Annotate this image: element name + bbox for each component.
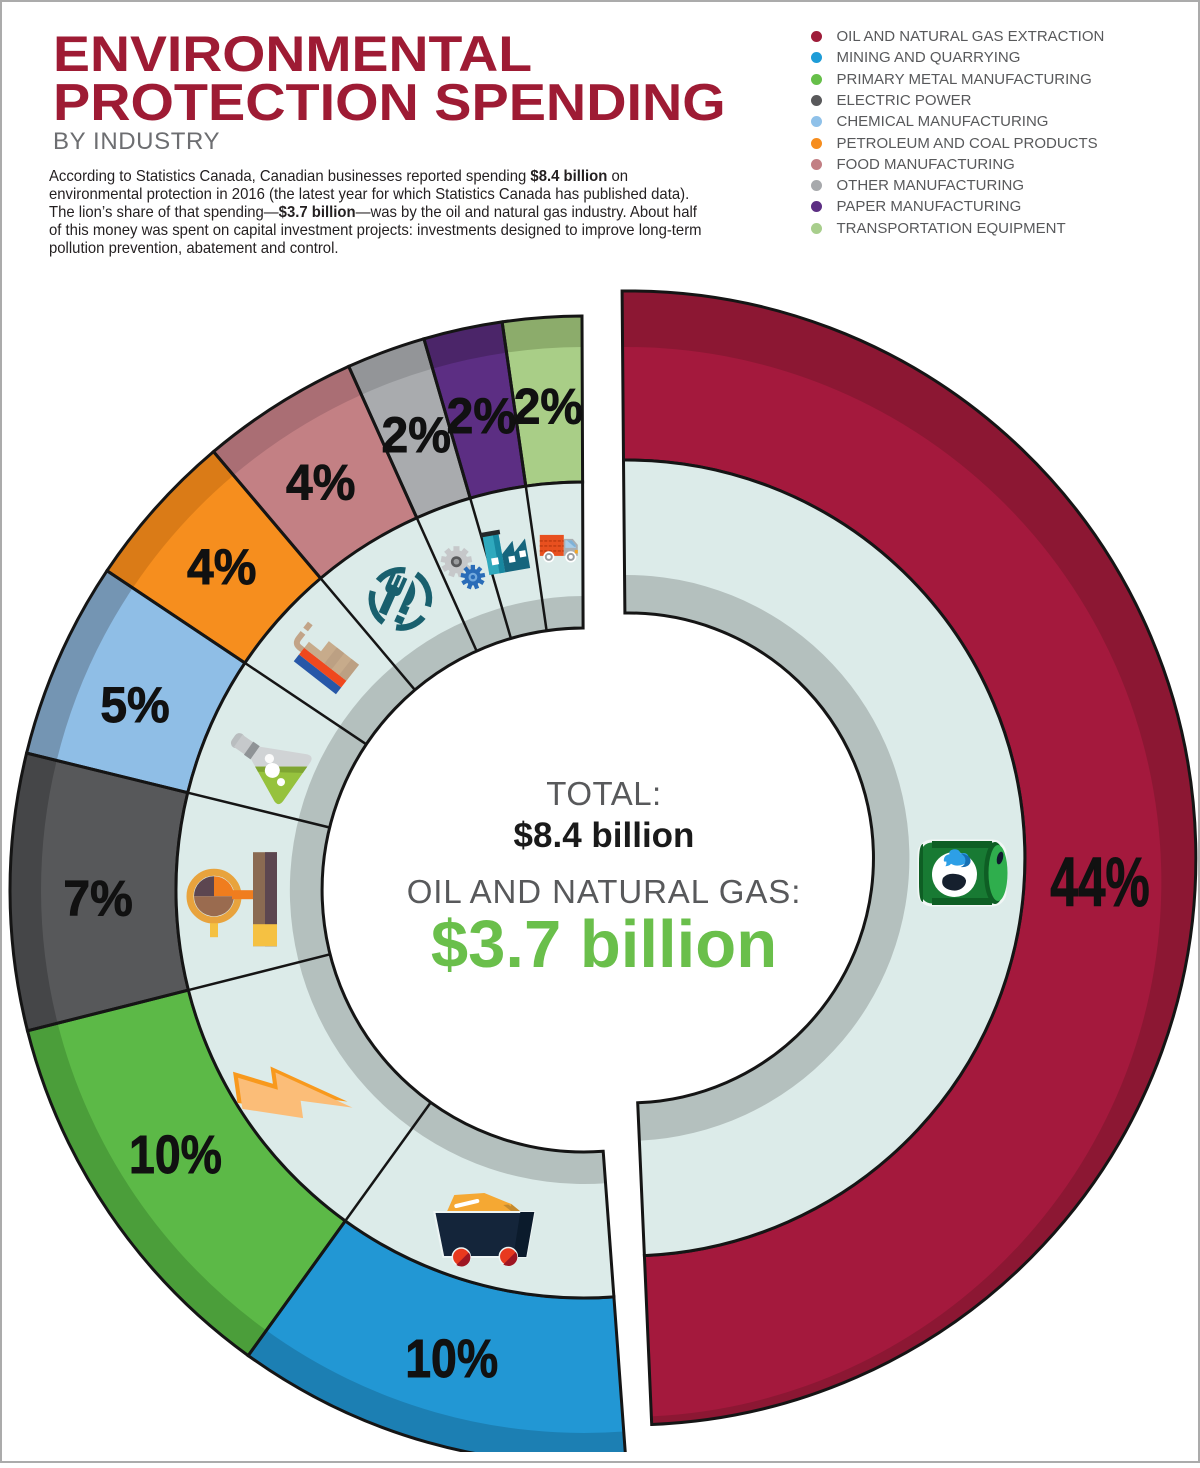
svg-text:10%: 10% [405,1328,498,1389]
svg-text:5%: 5% [100,678,169,733]
svg-text:2%: 2% [514,379,583,434]
svg-text:44%: 44% [1050,843,1149,921]
svg-text:2%: 2% [382,408,451,463]
svg-text:2%: 2% [447,389,516,444]
svg-text:4%: 4% [187,540,256,595]
svg-text:4%: 4% [286,456,355,511]
svg-text:7%: 7% [63,872,132,927]
svg-text:10%: 10% [129,1123,222,1184]
